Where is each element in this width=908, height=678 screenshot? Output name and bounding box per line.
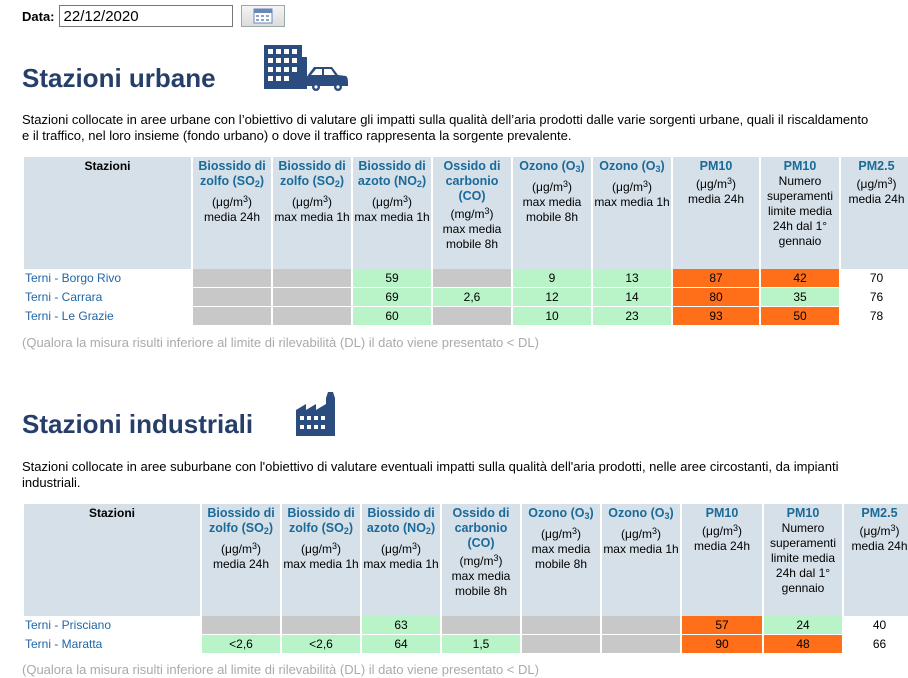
value-cell: 50 (761, 307, 839, 326)
factory-icon (296, 392, 335, 436)
value-cell (202, 616, 280, 635)
value-cell (433, 269, 511, 288)
header-so2-24h: Biossido di zolfo (SO2) (μg/m3) media 24… (193, 157, 271, 269)
value-cell: 23 (593, 307, 671, 326)
value-cell: 64 (362, 635, 440, 654)
value-cell: 76 (841, 288, 908, 307)
industrial-dl-note: (Qualora la misura risulti inferiore al … (22, 662, 539, 677)
value-cell: 14 (593, 288, 671, 307)
header-so2-1h: Biossido di zolfo (SO2) (μg/m3) max medi… (273, 157, 351, 269)
value-cell (193, 307, 271, 326)
value-cell: 60 (353, 307, 431, 326)
value-cell (282, 616, 360, 635)
header-pm10-exceedances: PM10 Numero superamenti limite media 24h… (761, 157, 839, 269)
value-cell: 40 (844, 616, 908, 635)
calendar-icon (253, 8, 273, 24)
value-cell: 35 (761, 288, 839, 307)
header-pm10-exceedances: PM10 Numero superamenti limite media 24h… (764, 504, 842, 616)
header-o3-1h: Ozono (O3) (μg/m3) max media 1h (593, 157, 671, 269)
value-cell (433, 307, 511, 326)
table-row: Terni - Carrara 69 2,6 12 14 80 35 76 (24, 288, 908, 307)
value-cell: 48 (764, 635, 842, 654)
value-cell: 59 (353, 269, 431, 288)
value-cell: 12 (513, 288, 591, 307)
value-cell: 1,5 (442, 635, 520, 654)
value-cell: 78 (841, 307, 908, 326)
header-stazioni: Stazioni (24, 157, 191, 269)
value-cell: 80 (673, 288, 759, 307)
urban-section-title: Stazioni urbane (22, 63, 216, 93)
value-cell: 42 (761, 269, 839, 288)
header-pm25: PM2.5 (μg/m3) media 24h (841, 157, 908, 269)
value-cell: 2,6 (433, 288, 511, 307)
header-stazioni: Stazioni (24, 504, 200, 616)
header-co: Ossido di carbonio (CO) (mg/m3) max medi… (442, 504, 520, 616)
value-cell (273, 288, 351, 307)
header-pm10: PM10 (μg/m3) media 24h (673, 157, 759, 269)
date-row: Data: (22, 3, 285, 29)
value-cell: 87 (673, 269, 759, 288)
table-row: Terni - Prisciano 63 57 24 40 (24, 616, 908, 635)
table-row: Terni - Le Grazie 60 10 23 93 50 78 (24, 307, 908, 326)
value-cell: 57 (682, 616, 762, 635)
header-o3-8h: Ozono (O3) (μg/m3) max media mobile 8h (513, 157, 591, 269)
station-name[interactable]: Terni - Le Grazie (24, 307, 191, 326)
value-cell (442, 616, 520, 635)
value-cell: 63 (362, 616, 440, 635)
value-cell (193, 288, 271, 307)
header-pm10: PM10 (μg/m3) media 24h (682, 504, 762, 616)
value-cell (273, 269, 351, 288)
value-cell: 9 (513, 269, 591, 288)
value-cell: 10 (513, 307, 591, 326)
station-name[interactable]: Terni - Carrara (24, 288, 191, 307)
value-cell: <2,6 (282, 635, 360, 654)
header-co: Ossido di carbonio (CO) (mg/m3) max medi… (433, 157, 511, 269)
value-cell: 69 (353, 288, 431, 307)
value-cell (522, 616, 600, 635)
value-cell (602, 616, 680, 635)
header-no2: Biossido di azoto (NO2) (μg/m3) max medi… (353, 157, 431, 269)
header-so2-24h: Biossido di zolfo (SO2) (μg/m3) media 24… (202, 504, 280, 616)
table-row: Terni - Borgo Rivo 59 9 13 87 42 70 (24, 269, 908, 288)
value-cell: 70 (841, 269, 908, 288)
header-so2-1h: Biossido di zolfo (SO2) (μg/m3) max medi… (282, 504, 360, 616)
value-cell (522, 635, 600, 654)
value-cell: 66 (844, 635, 908, 654)
station-name[interactable]: Terni - Prisciano (24, 616, 200, 635)
value-cell: 24 (764, 616, 842, 635)
header-pm25: PM2.5 (μg/m3) media 24h (844, 504, 908, 616)
station-name[interactable]: Terni - Maratta (24, 635, 200, 654)
industrial-description: Stazioni collocate in aree suburbane con… (22, 459, 839, 490)
value-cell (273, 307, 351, 326)
value-cell: 93 (673, 307, 759, 326)
station-name[interactable]: Terni - Borgo Rivo (24, 269, 191, 288)
value-cell: <2,6 (202, 635, 280, 654)
table-row: Terni - Maratta <2,6 <2,6 64 1,5 90 48 6… (24, 635, 908, 654)
industrial-stations-table: Stazioni Biossido di zolfo (SO2) (μg/m3)… (22, 504, 908, 654)
urban-stations-table: Stazioni Biossido di zolfo (SO2) (μg/m3)… (22, 157, 908, 326)
table-header-row: Stazioni Biossido di zolfo (SO2) (μg/m3)… (24, 157, 908, 269)
date-input[interactable] (58, 5, 233, 27)
value-cell: 90 (682, 635, 762, 654)
table-header-row: Stazioni Biossido di zolfo (SO2) (μg/m3)… (24, 504, 908, 616)
urban-description: Stazioni collocate in aree urbane con l’… (22, 112, 869, 143)
header-no2: Biossido di azoto (NO2) (μg/m3) max medi… (362, 504, 440, 616)
urban-dl-note: (Qualora la misura risulti inferiore al … (22, 335, 539, 350)
value-cell: 13 (593, 269, 671, 288)
calendar-button[interactable] (240, 5, 285, 27)
value-cell (602, 635, 680, 654)
date-label: Data: (22, 8, 55, 24)
industrial-section-title: Stazioni industriali (22, 409, 254, 439)
value-cell (193, 269, 271, 288)
header-o3-1h: Ozono (O3) (μg/m3) max media 1h (602, 504, 680, 616)
buildings-car-icon (264, 45, 348, 91)
header-o3-8h: Ozono (O3) (μg/m3) max media mobile 8h (522, 504, 600, 616)
